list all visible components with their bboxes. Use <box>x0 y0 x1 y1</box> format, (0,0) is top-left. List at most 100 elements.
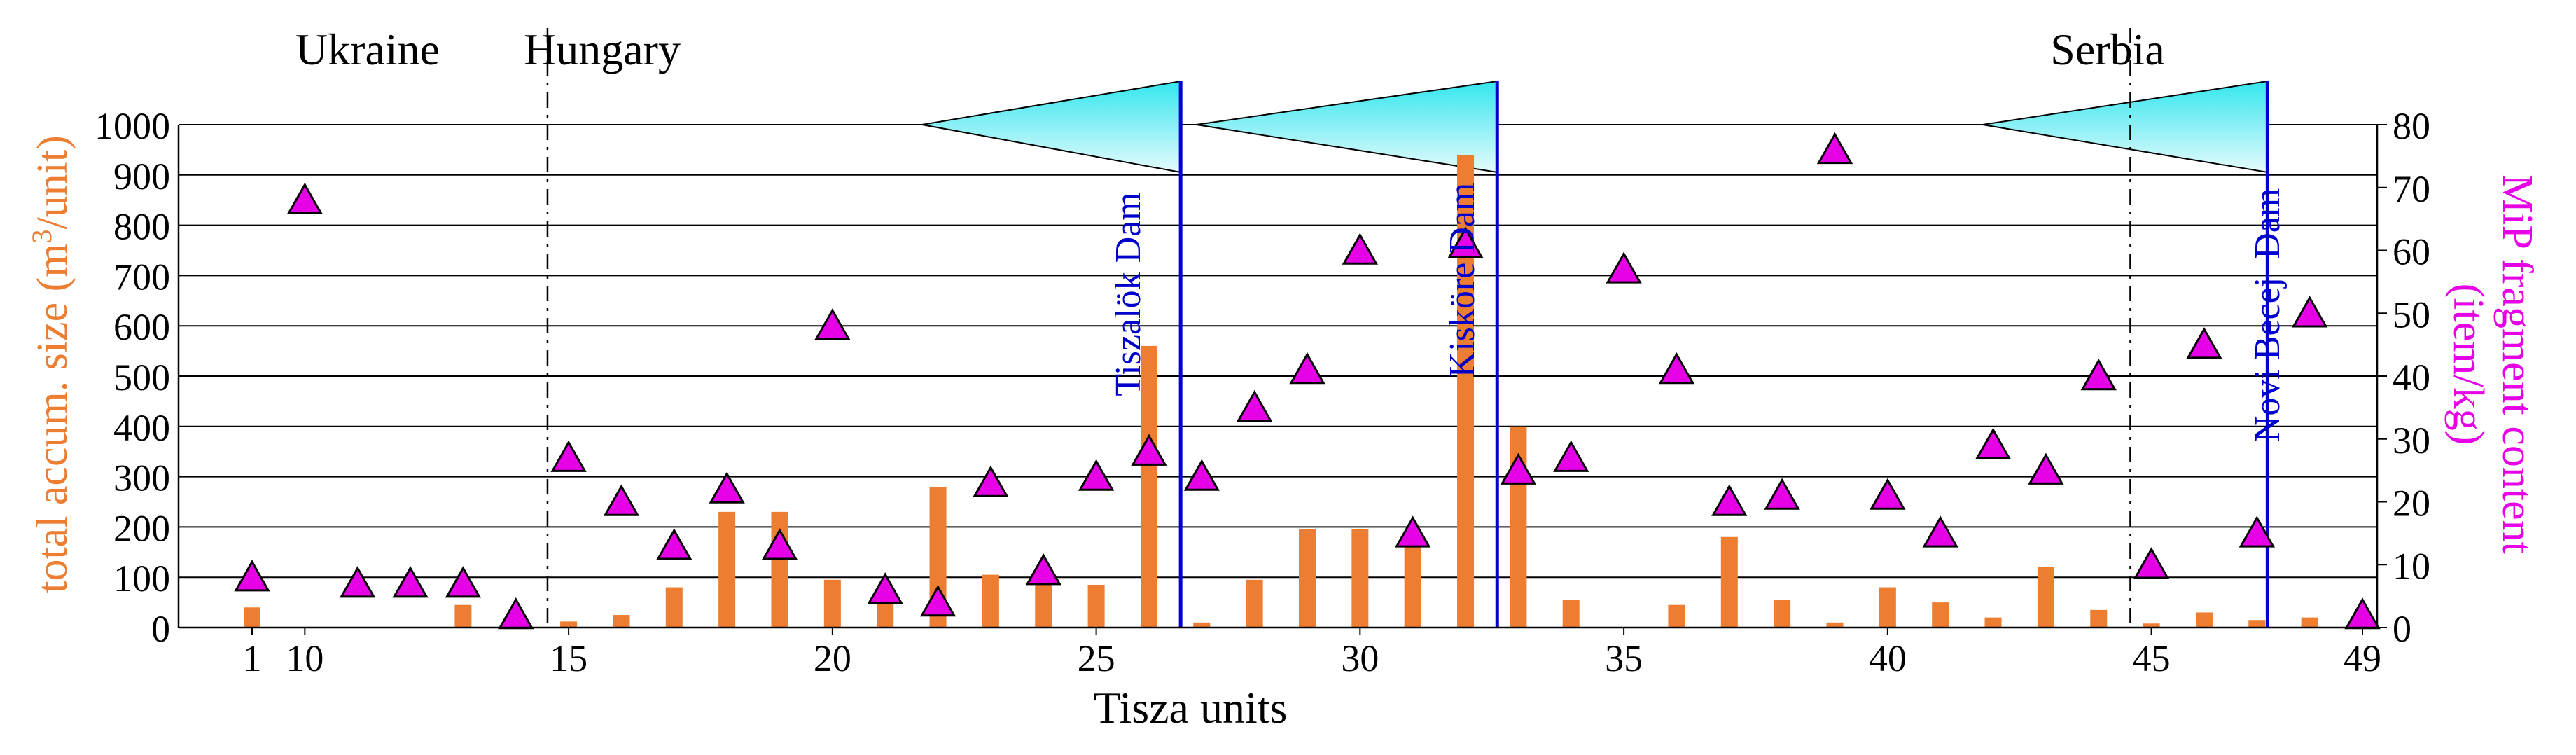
bar <box>2301 617 2318 628</box>
reservoir-wedges <box>921 80 2269 174</box>
mip-marker <box>392 566 429 598</box>
bar <box>1984 617 2002 628</box>
y-left-tick-label: 500 <box>113 356 170 399</box>
y-left-tick-label: 0 <box>151 608 170 650</box>
bar <box>613 615 630 628</box>
mip-marker <box>2186 327 2222 359</box>
reservoir-wedge <box>1196 80 1498 174</box>
mip-marker <box>1764 478 1800 510</box>
y-left-tick-label: 200 <box>113 507 170 549</box>
dam-label-novi-becej: Novi Becej Dam <box>2248 188 2288 442</box>
bar <box>1140 345 1157 628</box>
bar <box>560 621 578 628</box>
y-left-tick-label: 600 <box>113 306 170 348</box>
x-tick-label: 45 <box>2133 637 2171 679</box>
bar <box>1193 622 1211 628</box>
mip-marker <box>1236 389 1273 422</box>
mip-marker <box>1183 459 1220 491</box>
mip-marker <box>498 597 534 630</box>
reservoir-wedge <box>921 80 1182 174</box>
bar <box>2195 612 2213 628</box>
bar <box>1351 529 1369 628</box>
bar <box>1246 579 1263 628</box>
bar <box>1774 600 1791 628</box>
y-axis-right-label-line2: (item/kg) <box>2444 284 2492 445</box>
mip-marker <box>2028 452 2064 485</box>
y-left-tick-label: 1000 <box>95 105 170 147</box>
y-right-tick-label: 0 <box>2393 608 2411 650</box>
y-right-tick-label: 80 <box>2393 105 2430 147</box>
mip-marker <box>2291 296 2328 328</box>
tick-labels: 0 100 200 300 400 500 600 700 800 900 1000 0 10 20 30 4… <box>95 105 2430 679</box>
country-label-serbia: Serbia <box>2050 25 2165 74</box>
y-axis-left-label: total accum. size (m3/unit) <box>26 135 77 593</box>
bar <box>982 574 999 628</box>
mip-marker <box>761 528 798 560</box>
mip-marker <box>1870 478 1906 510</box>
y-right-tick-label: 40 <box>2393 356 2430 399</box>
mip-marker <box>1553 440 1589 472</box>
bar <box>1720 536 1738 628</box>
bar <box>1932 602 1949 628</box>
bar <box>2143 623 2160 628</box>
bar <box>244 607 260 628</box>
mip-marker <box>2239 515 2275 548</box>
mip-marker <box>814 308 851 340</box>
mip-marker <box>445 566 482 598</box>
bar <box>1668 604 1685 628</box>
bar <box>2090 609 2108 628</box>
mip-marker <box>1500 452 1537 485</box>
mip-marker <box>550 440 587 472</box>
bar <box>877 602 894 628</box>
y-axis-left-label-sup: 3 <box>26 230 57 244</box>
bar <box>665 587 683 628</box>
dam-label-kiskore: Kisköre Dam <box>1442 183 1482 378</box>
y-axis-right-label-line1: MiP fragment content <box>2493 174 2541 554</box>
bar <box>1087 584 1105 628</box>
x-tick-label: 40 <box>1869 637 1907 679</box>
mip-marker <box>1289 352 1325 385</box>
bar <box>454 604 472 628</box>
country-dividers <box>546 28 2131 628</box>
bars <box>244 155 2318 628</box>
x-tick-label: 15 <box>550 637 587 679</box>
y-right-tick-label: 20 <box>2393 483 2430 525</box>
country-label-hungary: Hungary <box>524 25 681 74</box>
bar <box>1404 544 1421 628</box>
country-label-ukraine: Ukraine <box>295 25 440 74</box>
mip-marker <box>2344 597 2381 630</box>
bar <box>1879 587 1896 628</box>
mip-markers <box>234 132 2381 630</box>
y-left-tick-label: 100 <box>113 557 170 600</box>
bar <box>1299 529 1316 628</box>
y-right-tick-label: 10 <box>2393 545 2430 587</box>
bar <box>1562 600 1580 628</box>
mip-marker <box>919 585 956 617</box>
y-right-tick-label: 70 <box>2393 168 2430 210</box>
mip-marker <box>1658 352 1695 385</box>
mip-marker <box>656 528 692 560</box>
bar <box>823 579 841 628</box>
mip-marker <box>1078 459 1115 491</box>
bar <box>1035 579 1052 628</box>
mip-marker <box>2133 547 2170 579</box>
mip-marker <box>1025 553 1061 586</box>
mip-marker <box>1975 427 2012 459</box>
y-left-tick-label: 700 <box>113 256 170 298</box>
bar <box>1826 622 1844 628</box>
bar <box>2037 567 2054 628</box>
mip-marker <box>234 560 270 592</box>
mip-marker <box>1131 434 1167 466</box>
bar <box>2248 620 2266 628</box>
mip-marker <box>1922 515 1958 548</box>
bar <box>718 511 736 628</box>
dam-label-tiszalok: Tiszalök Dam <box>1108 192 1148 396</box>
grid-lines <box>179 124 2377 579</box>
mip-marker <box>1711 484 1748 516</box>
mip-marker <box>1816 132 1853 165</box>
labels: Tisza units total accum. size (m3/unit) … <box>26 25 2542 733</box>
reservoir-wedge <box>1982 80 2269 174</box>
mip-marker <box>867 572 903 604</box>
x-tick-label: 20 <box>814 637 851 679</box>
